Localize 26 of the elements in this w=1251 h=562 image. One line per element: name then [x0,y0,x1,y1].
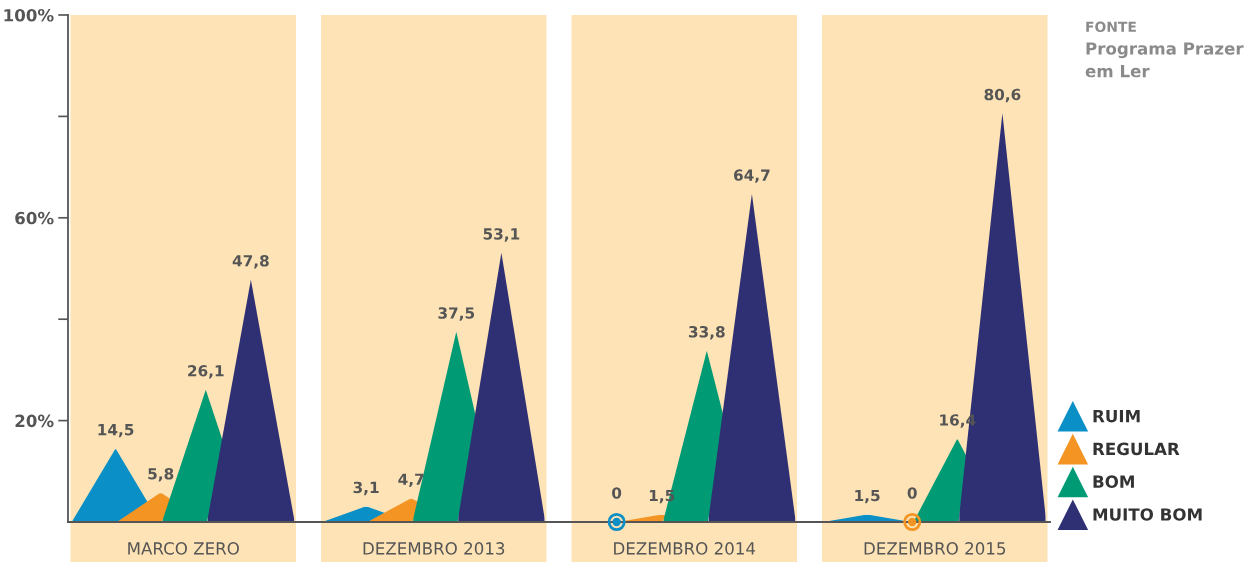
y-tick-label: 60% [15,211,54,225]
data-label: 14,5 [98,424,134,438]
y-tick-label: 100% [4,8,54,22]
x-tick-label: DEZEMBRO 2014 [614,542,756,555]
x-tick-label: MARCO ZERO [128,542,239,555]
x-tick-label: DEZEMBRO 2013 [363,542,505,555]
data-label: 3,1 [353,481,379,496]
data-label: 33,8 [688,325,725,340]
x-tick-label: DEZEMBRO 2015 [864,542,1006,555]
data-label: 53,1 [483,228,520,242]
data-label: 64,7 [733,169,770,183]
data-label: 37,5 [438,307,475,321]
text: FONTE [1086,21,1136,33]
data-label: 5,8 [148,467,174,482]
y-tick-label: 20% [15,414,54,428]
data-label: 1,5 [855,489,880,504]
data-label: 47,8 [232,255,269,269]
legend-label: RUIM [1093,409,1140,423]
data-label: 0 [907,487,917,499]
data-label: 0 [612,487,622,499]
legend-label: REGULAR [1093,442,1180,456]
legend-label: BOM [1093,475,1134,488]
text: Programa Prazer em Ler [1085,42,1244,78]
legend-label: MUITO BOM [1093,508,1202,521]
data-label: 26,1 [188,365,224,379]
data-label: 80,6 [984,88,1021,103]
